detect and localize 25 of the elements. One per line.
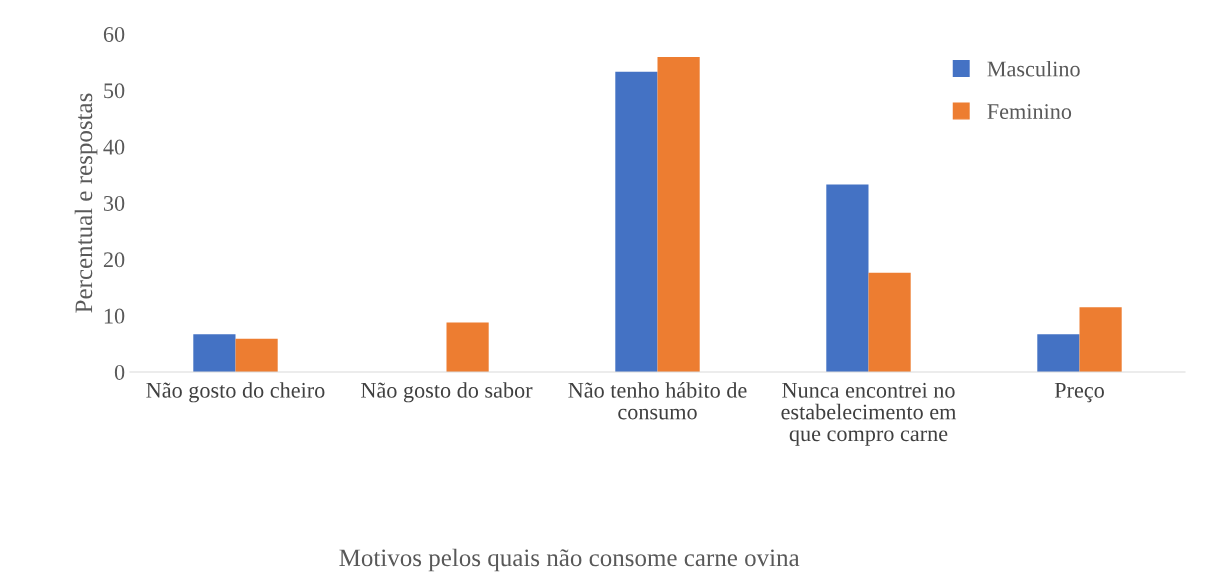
y-tick-label: 30 bbox=[103, 195, 125, 211]
y-tick-label: 40 bbox=[103, 139, 125, 155]
bar bbox=[826, 184, 869, 372]
bar bbox=[193, 334, 236, 372]
y-tick-label: 60 bbox=[103, 26, 125, 42]
x-tick-label: Não gosto do cheiro bbox=[146, 382, 325, 403]
x-tick-label: Preço bbox=[1054, 383, 1104, 403]
bar bbox=[868, 272, 911, 372]
bar bbox=[1079, 307, 1122, 372]
y-axis-title: Percentual e respostas bbox=[74, 93, 98, 313]
y-tick-label: 10 bbox=[104, 308, 125, 324]
bar bbox=[235, 338, 278, 372]
x-axis-title: Motivos pelos quais não consome carne ovina bbox=[339, 548, 800, 572]
bar bbox=[446, 322, 489, 372]
x-tick-label: Não tenho hábito de consumo bbox=[568, 382, 747, 420]
x-tick-label: Não gosto do sabor bbox=[361, 382, 533, 403]
legend-label: Feminino bbox=[987, 104, 1072, 120]
x-tick-label: Nunca encontrei no estabelecimento em que compro carne bbox=[781, 382, 957, 446]
y-tick-label: 0 bbox=[114, 364, 125, 380]
legend-label: Masculino bbox=[987, 60, 1080, 77]
y-tick-label: 50 bbox=[104, 83, 125, 99]
y-tick-label: 20 bbox=[103, 252, 125, 268]
bar bbox=[657, 57, 700, 372]
bar bbox=[1037, 334, 1080, 372]
bar bbox=[615, 71, 658, 372]
